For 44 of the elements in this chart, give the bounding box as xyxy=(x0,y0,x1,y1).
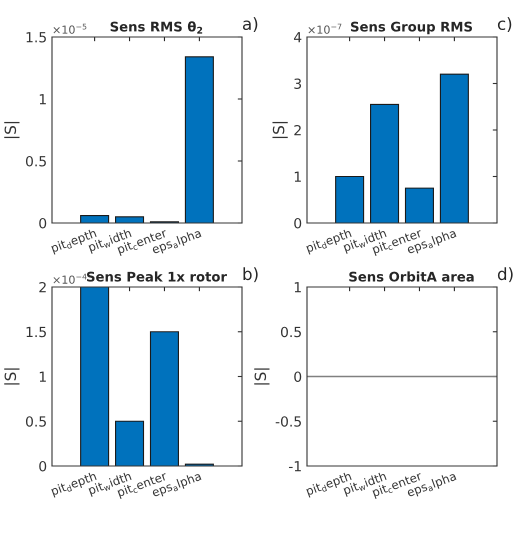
bar xyxy=(370,104,400,223)
y-tick-label: 0 xyxy=(294,218,302,228)
y-axis-title: |S| xyxy=(254,368,270,385)
chart-title: Sens OrbitA area xyxy=(349,271,474,282)
text: c) xyxy=(498,17,512,32)
bar xyxy=(440,74,469,223)
text: d) xyxy=(498,267,513,282)
y-tick-label: 0 xyxy=(39,218,46,228)
text: ×10$^{−4}$ xyxy=(54,274,87,284)
bar xyxy=(184,56,214,223)
y-tick-label: 3 xyxy=(294,78,302,89)
y-tick-label: -0.5 xyxy=(276,416,301,427)
y-tick-label: 1 xyxy=(40,94,46,104)
y-tick-label: 0.5 xyxy=(26,156,46,166)
text: ×10$^{−7}$ xyxy=(308,24,342,34)
y-tick-label: 0 xyxy=(39,460,46,472)
text: a) xyxy=(243,17,258,32)
y-axis-title: |S| xyxy=(4,368,20,385)
bar xyxy=(80,287,110,466)
y-tick-label: 1 xyxy=(294,282,301,292)
bar xyxy=(404,188,434,223)
text: ×10$^{−5}$ xyxy=(54,24,86,34)
bar xyxy=(115,216,144,223)
chart-title: Sens Peak 1x rotor xyxy=(86,271,227,282)
bar xyxy=(335,176,364,223)
y-axis-title: |S| xyxy=(4,122,20,138)
bar xyxy=(150,331,179,466)
y-tick-label: 0.5 xyxy=(280,326,301,338)
y-tick-label: -1 xyxy=(288,461,301,472)
y-tick-label: 1 xyxy=(40,372,46,382)
y-tick-label: 2 xyxy=(39,282,46,292)
y-tick-label: 0 xyxy=(294,371,302,382)
bar xyxy=(115,420,144,466)
y-axis-title: |S| xyxy=(272,122,288,138)
y-tick-label: 1.5 xyxy=(26,32,46,42)
y-tick-label: 1.5 xyxy=(26,326,46,338)
text: b) xyxy=(244,267,258,282)
chart-title: Sens Group RMS xyxy=(350,22,472,34)
y-tick-label: 1 xyxy=(294,172,301,182)
bar xyxy=(80,215,110,223)
y-tick-label: 4 xyxy=(294,32,302,42)
y-tick-label: 2 xyxy=(294,124,301,136)
y-tick-label: 0.5 xyxy=(26,416,46,427)
chart-title: Sens RMS θ$_{2}$ xyxy=(110,21,202,34)
